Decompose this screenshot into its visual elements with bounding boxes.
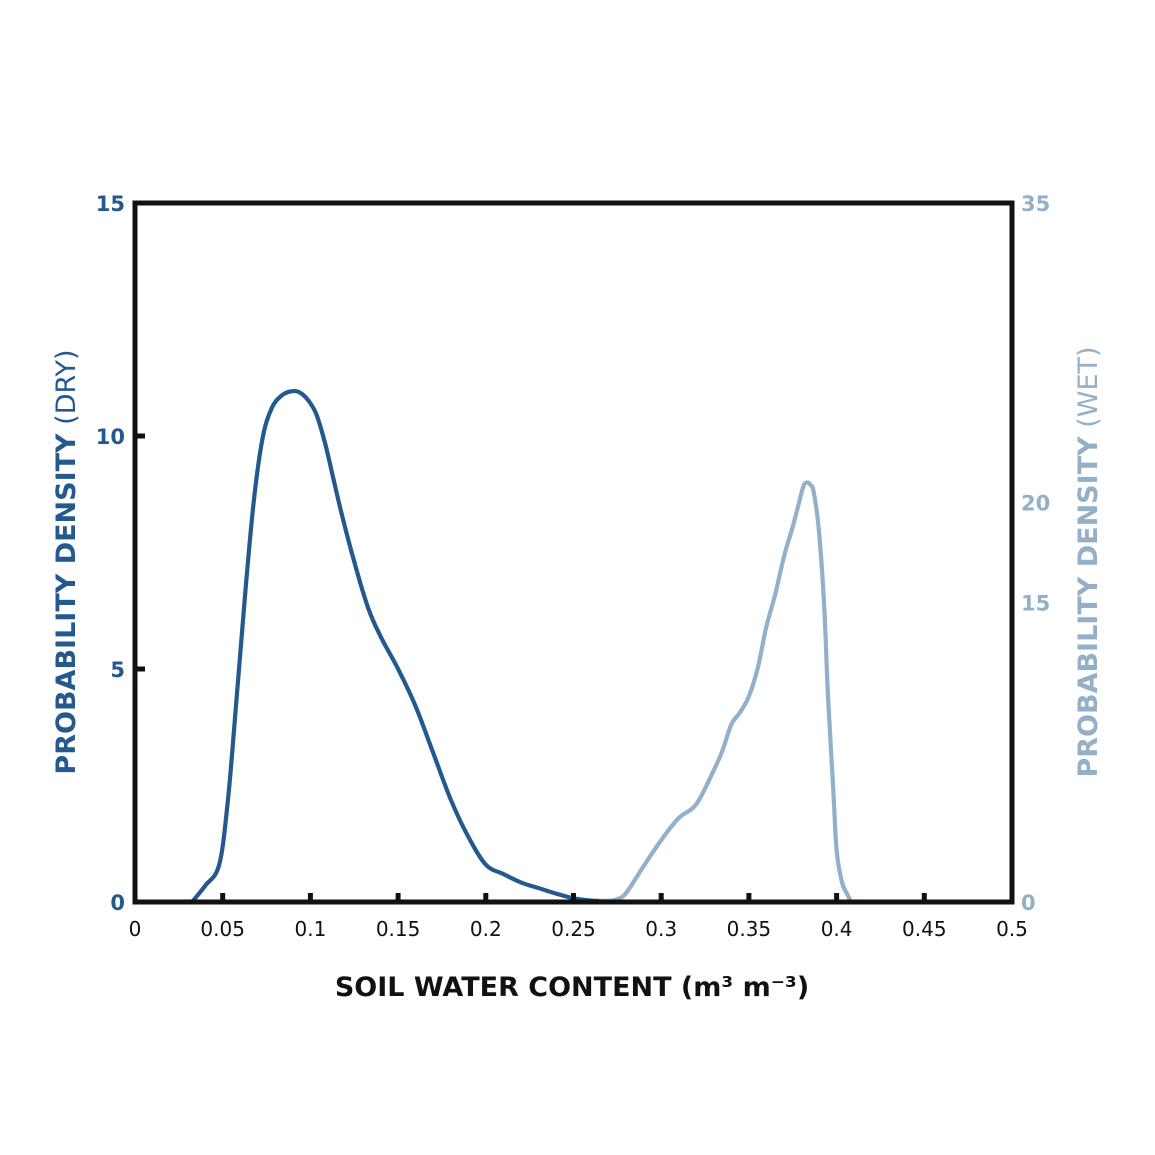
series-layer bbox=[190, 388, 853, 904]
y-axis-left-title-main: PROBABILITY DENSITY bbox=[51, 433, 82, 775]
y-axis-left-title-suffix: (DRY) bbox=[51, 349, 82, 433]
x-tick-label: 0.4 bbox=[821, 917, 853, 941]
y-left-tick-label: 15 bbox=[96, 192, 125, 216]
x-tick-label: 0.1 bbox=[294, 917, 326, 941]
y-axis-right-title-main: PROBABILITY DENSITY bbox=[1073, 436, 1104, 778]
x-tick-label: 0 bbox=[129, 917, 142, 941]
y-axis-right-title-suffix: (WET) bbox=[1073, 346, 1104, 436]
y-right-tick-label: 0 bbox=[1021, 891, 1036, 915]
x-tick-label: 0.5 bbox=[996, 917, 1028, 941]
x-axis-title: SOIL WATER CONTENT (m³ m⁻³) bbox=[335, 972, 809, 1003]
ticks-layer: 0 0.05 0.1 0.15 0.2 0.25 0.3 0.35 0.4 0.45 0.50510… bbox=[96, 192, 1050, 941]
plot-frame bbox=[132, 200, 1015, 905]
x-tick-label: 0.35 bbox=[727, 917, 772, 941]
y-left-tick-label: 5 bbox=[110, 658, 125, 682]
y-axis-left-title: PROBABILITY DENSITY (DRY) bbox=[51, 349, 82, 774]
y-right-tick-label: 35 bbox=[1021, 192, 1050, 216]
series-line-dry bbox=[190, 388, 611, 904]
x-tick-label: 0.05 bbox=[200, 917, 245, 941]
x-tick-label: 0.45 bbox=[902, 917, 947, 941]
x-tick-label: 0.15 bbox=[376, 917, 421, 941]
x-tick-label: 0.2 bbox=[470, 917, 502, 941]
series-line-wet bbox=[597, 480, 853, 904]
y-left-tick-label: 0 bbox=[110, 891, 125, 915]
x-tick-label: 0.3 bbox=[645, 917, 677, 941]
x-tick-label: 0.25 bbox=[551, 917, 596, 941]
y-axis-right-title: PROBABILITY DENSITY (WET) bbox=[1073, 346, 1104, 777]
y-right-tick-label: 20 bbox=[1021, 492, 1050, 516]
y-right-tick-label: 15 bbox=[1021, 591, 1050, 615]
y-left-tick-label: 10 bbox=[96, 425, 125, 449]
